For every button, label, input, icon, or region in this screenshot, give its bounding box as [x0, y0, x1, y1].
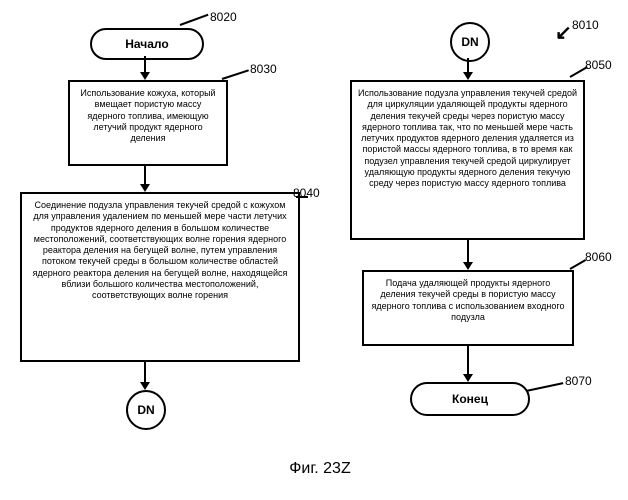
left-box1: Использование кожуха, который вмещает по… [68, 80, 228, 166]
page-ref-label: 8010 [572, 18, 599, 32]
leader-8060 [570, 259, 587, 270]
leader-8020 [180, 14, 209, 26]
leader-8030 [222, 69, 249, 80]
right-box2-text: Подача удаляющей продукты ядерного делен… [372, 278, 565, 322]
dn-right: DN [450, 22, 490, 62]
arrowhead-3 [140, 382, 150, 390]
flowchart-canvas: ↙ 8010 Начало 8020 Использование кожуха,… [10, 10, 618, 490]
arrow-rbox2-end [467, 346, 469, 376]
arrowhead-5 [463, 262, 473, 270]
right-box1-text: Использование подузла управления текучей… [358, 88, 577, 188]
page-ref-arrow: ↙ [555, 20, 572, 45]
figure-caption: Фиг. 23Z [265, 460, 375, 478]
ref-8070: 8070 [565, 374, 592, 388]
arrowhead-6 [463, 374, 473, 382]
end-terminal: Конец [410, 382, 530, 416]
ref-8020: 8020 [210, 10, 237, 24]
right-box2: Подача удаляющей продукты ядерного делен… [362, 270, 574, 346]
dn-right-label: DN [461, 35, 478, 49]
arrowhead-1 [140, 72, 150, 80]
start-terminal: Начало [90, 28, 204, 60]
start-label: Начало [125, 37, 168, 51]
end-label: Конец [452, 392, 488, 406]
right-box1: Использование подузла управления текучей… [350, 80, 585, 240]
ref-8040: 8040 [293, 186, 320, 200]
arrowhead-2 [140, 184, 150, 192]
dn-left: DN [126, 390, 166, 430]
left-box2-text: Соединение подузла управления текучей ср… [33, 200, 288, 300]
left-box1-text: Использование кожуха, который вмещает по… [80, 88, 215, 143]
ref-8050: 8050 [585, 58, 612, 72]
arrowhead-4 [463, 72, 473, 80]
ref-8060: 8060 [585, 250, 612, 264]
arrow-box2-dn [144, 362, 146, 384]
left-box2: Соединение подузла управления текучей ср… [20, 192, 300, 362]
arrow-box1-box2 [144, 166, 146, 186]
arrow-rbox1-rbox2 [467, 240, 469, 264]
leader-8070 [526, 382, 564, 392]
dn-left-label: DN [137, 403, 154, 417]
ref-8030: 8030 [250, 62, 277, 76]
